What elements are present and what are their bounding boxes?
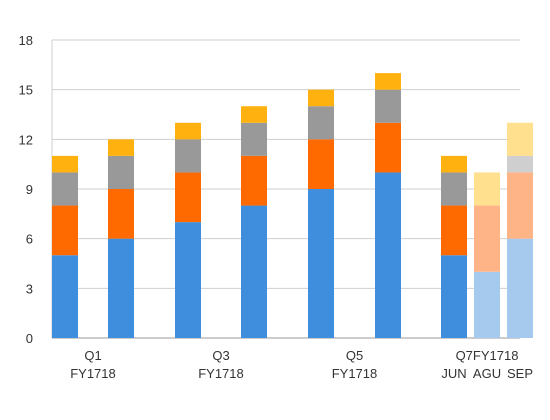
y-tick-label: 15 — [19, 83, 33, 98]
bar-segment — [441, 255, 467, 338]
bar-segment — [375, 172, 401, 338]
y-tick-label: 3 — [26, 281, 33, 296]
bar-stack — [474, 172, 500, 338]
bar-segment — [507, 155, 533, 173]
bar-segment — [241, 205, 267, 338]
bar-stack — [52, 155, 78, 338]
bar-segment — [441, 205, 467, 256]
x-category-sublabel: FY1718 — [70, 366, 116, 381]
y-tick-label: 6 — [26, 232, 33, 247]
bar-segment — [108, 238, 134, 338]
x-category-sublabel: FY1718 — [332, 366, 378, 381]
bar-segment — [308, 189, 334, 338]
bar-segment — [474, 205, 500, 272]
bar-stack — [507, 122, 533, 338]
y-tick-label: 12 — [19, 132, 33, 147]
bar-stack — [108, 139, 134, 338]
x-axis: Q1 FY1718 Q3 FY1718 Q5 FY1718 Q7FY1718 JUN AGU SE… — [70, 348, 533, 381]
bar-segment — [52, 155, 78, 173]
bar-segment — [507, 172, 533, 239]
bar-segment — [241, 122, 267, 156]
bar-segment — [175, 172, 201, 223]
y-tick-label: 0 — [26, 331, 33, 346]
bar-stack — [308, 89, 334, 338]
bar-stack — [241, 106, 267, 338]
bars — [52, 73, 533, 338]
bar-segment — [375, 73, 401, 90]
bar-segment — [175, 122, 201, 140]
bar-segment — [52, 255, 78, 338]
bar-segment — [108, 189, 134, 239]
x-category-label: Q1 — [84, 348, 101, 363]
bar-segment — [308, 106, 334, 140]
y-axis: 0 3 6 9 12 15 18 — [19, 33, 53, 346]
bar-segment — [52, 205, 78, 256]
bar-segment — [52, 172, 78, 206]
x-category-label: Q7FY1718 — [456, 348, 519, 363]
bar-segment — [507, 122, 533, 156]
x-category-label: Q5 — [346, 348, 363, 363]
bar-segment — [241, 155, 267, 206]
x-category-sublabel: FY1718 — [198, 366, 244, 381]
x-category-sublabel: AGU — [473, 366, 501, 381]
bar-segment — [474, 271, 500, 338]
bar-segment — [175, 139, 201, 173]
bar-segment — [441, 155, 467, 173]
bar-segment — [474, 172, 500, 206]
bar-segment — [308, 89, 334, 107]
bar-segment — [375, 122, 401, 173]
bar-segment — [108, 139, 134, 156]
x-category-sublabel: JUN — [441, 366, 466, 381]
bar-segment — [241, 106, 267, 123]
x-category-sublabel: SEP — [507, 366, 533, 381]
bar-segment — [308, 139, 334, 189]
bar-segment — [375, 89, 401, 123]
bar-segment — [441, 172, 467, 206]
x-category-label: Q3 — [212, 348, 229, 363]
bar-stack — [441, 155, 467, 338]
bar-segment — [108, 155, 134, 189]
y-tick-label: 9 — [26, 182, 33, 197]
bar-stack — [175, 122, 201, 338]
bar-segment — [175, 222, 201, 338]
bar-stack — [375, 73, 401, 338]
y-tick-label: 18 — [19, 33, 33, 48]
bar-segment — [507, 238, 533, 338]
